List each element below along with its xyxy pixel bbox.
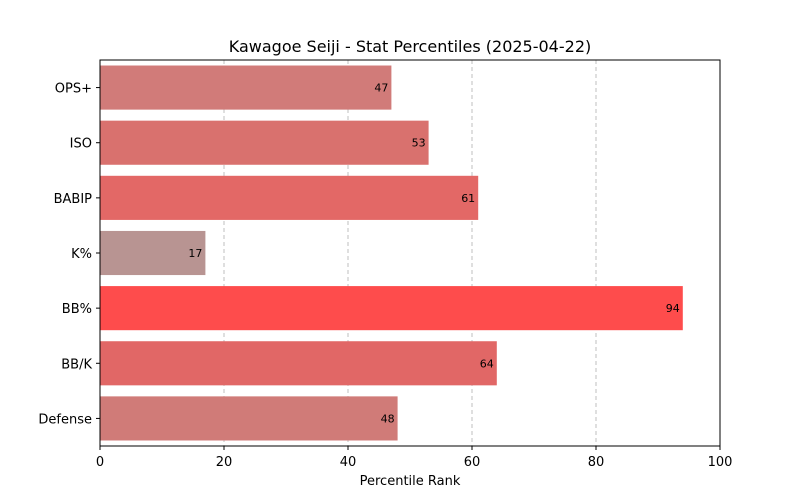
- bar-value-label: 64: [480, 357, 494, 370]
- bar-value-label: 48: [381, 412, 395, 425]
- x-axis: 0 20 40 60 80 100: [96, 446, 733, 470]
- y-tick-label: ISO: [70, 137, 92, 152]
- x-axis-label: Percentile Rank: [360, 474, 461, 489]
- y-tick-label: BB/K: [61, 357, 92, 372]
- x-tick-label: 100: [708, 455, 733, 470]
- x-tick-label: 80: [588, 455, 605, 470]
- bar: [100, 286, 683, 331]
- bar: [100, 120, 429, 165]
- bar-value-label: 47: [374, 82, 388, 95]
- bar: [100, 65, 392, 110]
- x-tick-label: 60: [464, 455, 481, 470]
- y-tick-label: Defense: [38, 412, 92, 427]
- bar: [100, 175, 479, 220]
- bar: [100, 341, 497, 386]
- bar-value-label: 17: [188, 247, 202, 260]
- bar-value-label: 61: [461, 192, 475, 205]
- y-axis: OPS+ ISO BABIP K% BB% BB/K Defense: [38, 82, 100, 427]
- y-tick-label: OPS+: [55, 82, 92, 97]
- x-tick-label: 20: [216, 455, 233, 470]
- bar: [100, 230, 206, 276]
- y-tick-label: K%: [71, 247, 92, 262]
- y-tick-label: BABIP: [54, 192, 93, 207]
- bar-value-label: 94: [666, 302, 680, 315]
- x-tick-label: 40: [340, 455, 357, 470]
- y-tick-label: BB%: [62, 302, 92, 317]
- x-tick-label: 0: [96, 455, 104, 470]
- bar: [100, 396, 398, 441]
- chart-title: Kawagoe Seiji - Stat Percentiles (2025-0…: [229, 37, 591, 56]
- bars: [100, 65, 683, 441]
- bar-value-labels: 47 53 61 17 94 64 48: [188, 82, 679, 426]
- grid-lines: [223, 60, 597, 446]
- bar-value-label: 53: [412, 137, 426, 150]
